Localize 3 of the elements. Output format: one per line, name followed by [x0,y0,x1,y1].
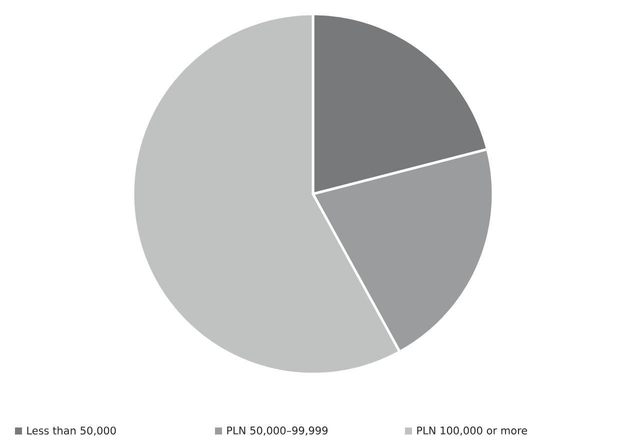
legend-label: PLN 50,000–99,999 [227,426,328,436]
legend-label: Less than 50,000 [27,426,116,436]
legend-label: PLN 100,000 or more [417,426,528,436]
